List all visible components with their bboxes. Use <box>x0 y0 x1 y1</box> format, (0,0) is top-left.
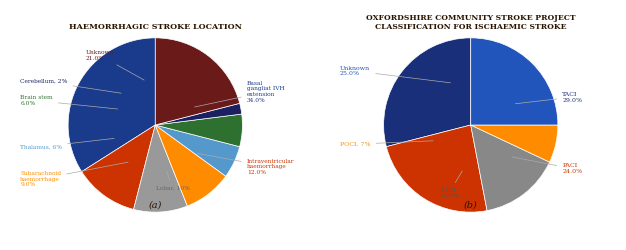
Text: Basal
gangliat IVH
extension
34.0%: Basal gangliat IVH extension 34.0% <box>195 81 284 107</box>
Wedge shape <box>68 38 155 172</box>
Text: (a): (a) <box>148 201 162 210</box>
Wedge shape <box>155 125 226 206</box>
Wedge shape <box>155 38 240 125</box>
Text: Unknown
25.0%: Unknown 25.0% <box>340 66 451 83</box>
Wedge shape <box>471 125 550 210</box>
Text: Brain stem
6.0%: Brain stem 6.0% <box>20 95 118 109</box>
Wedge shape <box>155 103 242 125</box>
Text: Intraventricular
haemorrhage
12.0%: Intraventricular haemorrhage 12.0% <box>197 154 294 175</box>
Text: Lobar, 10%: Lobar, 10% <box>156 171 190 190</box>
Text: Cerebellum, 2%: Cerebellum, 2% <box>20 79 121 93</box>
Title: HAEMORRHAGIC STROKE LOCATION: HAEMORRHAGIC STROKE LOCATION <box>69 23 242 31</box>
Wedge shape <box>155 114 242 147</box>
Text: Unknown
21.0%: Unknown 21.0% <box>86 50 144 80</box>
Text: TACI
29.0%: TACI 29.0% <box>515 92 582 104</box>
Wedge shape <box>384 38 471 147</box>
Wedge shape <box>155 125 240 176</box>
Text: Subarachnoid
haemorrhage
9.0%: Subarachnoid haemorrhage 9.0% <box>20 162 128 187</box>
Text: PACI
24.0%: PACI 24.0% <box>512 157 582 174</box>
Wedge shape <box>133 125 187 212</box>
Text: Thalamus, 6%: Thalamus, 6% <box>20 138 114 149</box>
Wedge shape <box>471 125 558 162</box>
Text: (b): (b) <box>464 201 478 210</box>
Text: LACI
15.0%: LACI 15.0% <box>439 171 463 198</box>
Title: OXFORDSHIRE COMMUNITY STROKE PROJECT
CLASSIFICATION FOR ISCHAEMIC STROKE: OXFORDSHIRE COMMUNITY STROKE PROJECT CLA… <box>366 14 575 31</box>
Wedge shape <box>82 125 155 210</box>
Wedge shape <box>386 125 487 212</box>
Wedge shape <box>471 38 558 125</box>
Text: POCI, 7%: POCI, 7% <box>340 141 433 147</box>
